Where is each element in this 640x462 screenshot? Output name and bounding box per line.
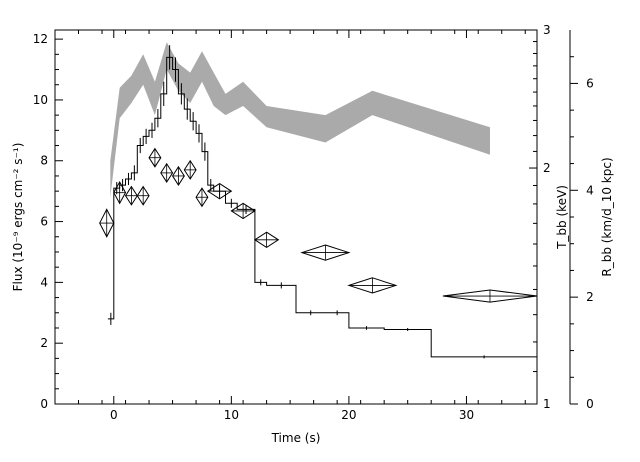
x-tick-label: 0 xyxy=(110,408,118,422)
x-tick-label: 30 xyxy=(459,408,474,422)
middle-tick-label: 3 xyxy=(543,23,551,37)
left-axis-title: Flux (10⁻⁹ ergs cm⁻² s⁻¹) xyxy=(11,143,25,292)
middle-axis-title: T_bb (keV) xyxy=(555,185,569,250)
spectral-band-layer xyxy=(110,42,491,198)
temperature-diamonds-layer xyxy=(99,147,538,303)
right-tick-label: 4 xyxy=(586,183,594,197)
left-tick-label: 0 xyxy=(40,397,48,411)
x-axis-title: Time (s) xyxy=(271,431,321,445)
plot-frame xyxy=(54,29,538,405)
flux-histogram-line xyxy=(107,56,537,358)
left-tick-label: 4 xyxy=(40,275,48,289)
flux-histogram-layer xyxy=(107,45,537,359)
left-tick-label: 6 xyxy=(40,215,48,229)
left-tick-label: 10 xyxy=(33,93,48,107)
middle-tick-label: 1 xyxy=(543,397,551,411)
left-tick-label: 8 xyxy=(40,154,48,168)
left-tick-label: 12 xyxy=(33,32,48,46)
right-tick-label: 6 xyxy=(586,76,594,90)
left-tick-label: 2 xyxy=(40,336,48,350)
right-tick-label: 0 xyxy=(586,397,594,411)
middle-tick-label: 2 xyxy=(543,161,551,175)
right-tick-label: 2 xyxy=(586,290,594,304)
spectral-band-0 xyxy=(110,42,491,198)
right-axis-title: R_bb (km/d_10 kpc) xyxy=(600,157,614,276)
x-tick-label: 20 xyxy=(341,408,356,422)
x-tick-label: 10 xyxy=(224,408,239,422)
